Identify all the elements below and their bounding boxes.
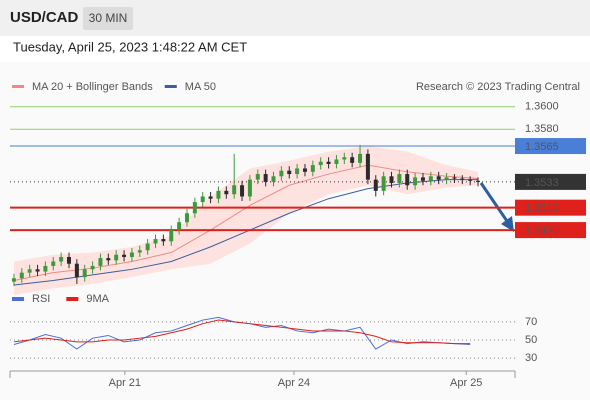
candle-body <box>27 269 32 273</box>
price-level-label: 1.3565 <box>525 141 559 153</box>
candle-body <box>326 161 331 164</box>
credit: Research © 2023 Trading Central <box>416 81 580 93</box>
indicator-line <box>13 319 471 345</box>
candle-body <box>255 174 260 180</box>
candle-body <box>334 159 339 164</box>
timeframe[interactable]: 30 MIN <box>89 11 128 25</box>
x-tick-label: Apr 21 <box>109 377 141 389</box>
candle-body <box>11 278 16 282</box>
candle-body <box>90 265 95 270</box>
candle-body <box>295 168 300 175</box>
candle-body <box>184 213 189 223</box>
legend-label: 9MA <box>86 293 109 305</box>
bollinger-band <box>13 146 479 296</box>
forecast-arrowhead <box>501 216 514 232</box>
candle-body <box>263 174 268 182</box>
candle-body <box>192 202 197 214</box>
candle-body <box>43 265 48 272</box>
symbol: USD/CAD <box>10 9 79 26</box>
candle-body <box>177 222 182 231</box>
candle-body <box>287 170 292 175</box>
candle-body <box>476 180 481 182</box>
candle-body <box>428 176 433 181</box>
legend-label: MA 20 + Bollinger Bands <box>32 81 153 93</box>
candle-body <box>271 176 276 182</box>
price-level-box <box>515 199 586 216</box>
candle-body <box>169 230 174 242</box>
candle-body <box>74 263 79 278</box>
price-level-label: 1.3533 <box>525 177 559 189</box>
timeframe-button[interactable] <box>83 7 133 30</box>
candle-body <box>106 258 111 261</box>
candle-body <box>66 256 71 264</box>
candle-body <box>200 196 205 203</box>
legend-label: RSI <box>32 293 50 305</box>
forecast-arrow <box>479 182 511 225</box>
candle-body <box>122 254 127 257</box>
candle-body <box>468 179 473 181</box>
price-level-label: 1.3600 <box>525 101 559 113</box>
candle-body <box>373 179 378 191</box>
candle-body <box>35 269 40 272</box>
legend-swatch <box>12 297 24 301</box>
candle-body <box>224 190 229 195</box>
candle-body <box>59 256 64 262</box>
y-tick-label: 50 <box>525 334 537 346</box>
candle-body <box>98 258 103 266</box>
candle-body <box>358 153 363 163</box>
candle-body <box>51 261 56 266</box>
candle-body <box>310 165 315 172</box>
candle-body <box>318 161 323 166</box>
candle-body <box>460 178 465 180</box>
candle-body <box>413 177 418 186</box>
candle-body <box>342 157 347 160</box>
candle-body <box>365 153 370 180</box>
price-level-label: 1.3580 <box>525 123 559 135</box>
candle-body <box>129 252 134 257</box>
candle-body <box>279 170 284 177</box>
candle-body <box>302 168 307 172</box>
x-tick-label: Apr 24 <box>278 377 310 389</box>
candle-body <box>405 174 410 186</box>
candle-body <box>436 176 441 180</box>
legend-swatch <box>164 85 177 88</box>
candle-body <box>444 177 449 180</box>
candle-body <box>452 177 457 179</box>
y-tick-label: 70 <box>525 316 537 328</box>
candle-body <box>389 176 394 184</box>
legend-swatch <box>12 85 24 88</box>
candle-body <box>247 179 252 197</box>
candle-body <box>19 272 24 279</box>
candle-body <box>82 269 87 278</box>
legend-swatch <box>66 297 79 301</box>
candle-body <box>114 254 119 261</box>
price-level-label: 1.3490 <box>525 225 559 237</box>
candle-body <box>240 185 245 197</box>
price-level-box <box>515 222 586 239</box>
candle-body <box>161 239 166 242</box>
legend-label: MA 50 <box>185 81 216 93</box>
candle-body <box>420 177 425 181</box>
candle-body <box>381 176 386 191</box>
candle-body <box>153 239 158 244</box>
x-tick-label: Apr 25 <box>450 377 482 389</box>
price-level-box <box>515 138 586 155</box>
price-level-label: 1.3510 <box>525 203 559 215</box>
timestamp: Tuesday, April 25, 2023 1:48:22 AM CET <box>13 39 247 54</box>
candle-body <box>145 243 150 251</box>
candle-body <box>397 174 402 184</box>
price-level-box <box>515 173 586 190</box>
candle-body <box>232 185 237 195</box>
y-tick-label: 30 <box>525 352 537 364</box>
candle-body <box>350 157 355 163</box>
candle-body <box>208 196 213 199</box>
candle-body <box>216 190 221 199</box>
candle-body <box>137 250 142 253</box>
